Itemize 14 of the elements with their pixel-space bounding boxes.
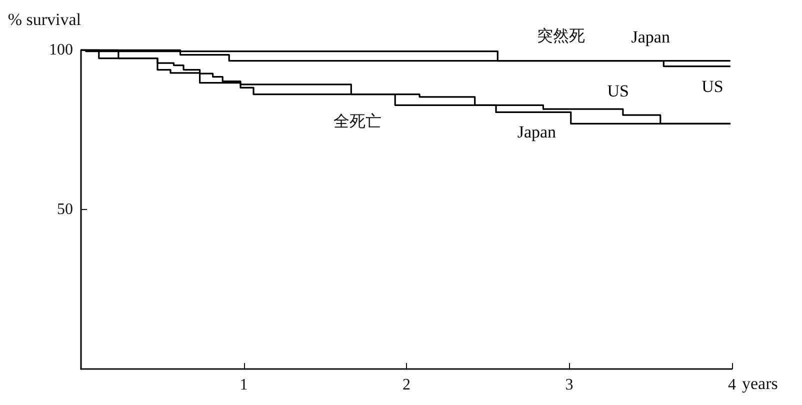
x-tick-label: 2 [402,376,410,394]
y-tick-label: 100 [49,42,73,58]
x-tick-label: 3 [565,376,574,394]
y-tick-label: 50 [57,201,73,218]
series-label: Japan [517,122,557,142]
y-axis-title: % survival [8,10,82,29]
series-label: US [702,76,724,96]
text: 突然死 [537,26,586,45]
x-tick-label: 4 [728,376,736,394]
x-tick-label: 1 [240,376,248,394]
series-label: US [607,82,629,101]
x-axis-title: years [742,374,778,393]
annotation: 全死亡 [334,112,382,130]
series-label: Japan [631,27,670,46]
